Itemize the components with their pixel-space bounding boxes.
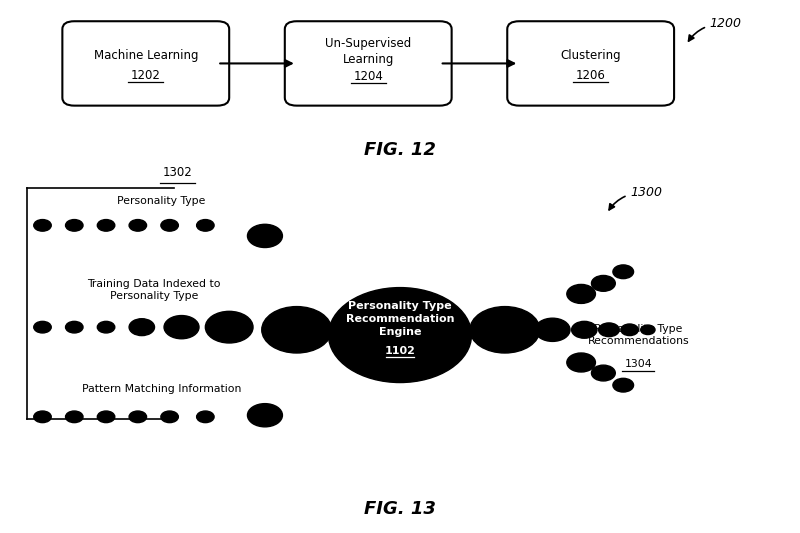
Circle shape	[66, 321, 83, 333]
Text: Training Data Indexed to
Personality Type: Training Data Indexed to Personality Typ…	[87, 279, 221, 302]
Text: 1200: 1200	[689, 18, 742, 41]
Circle shape	[129, 411, 146, 423]
Circle shape	[98, 220, 114, 231]
Circle shape	[613, 265, 634, 279]
Circle shape	[66, 411, 83, 423]
Text: Personality Type
Recommendations: Personality Type Recommendations	[587, 324, 689, 346]
Text: FIG. 13: FIG. 13	[364, 500, 436, 518]
Circle shape	[567, 353, 595, 372]
Circle shape	[613, 378, 634, 392]
Text: Clustering: Clustering	[560, 49, 621, 62]
FancyBboxPatch shape	[62, 21, 229, 106]
Circle shape	[164, 316, 199, 339]
Circle shape	[567, 285, 595, 303]
Text: FIG. 12: FIG. 12	[364, 141, 436, 159]
Text: 1204: 1204	[354, 70, 383, 83]
Circle shape	[641, 325, 655, 335]
Circle shape	[161, 411, 178, 423]
Circle shape	[598, 323, 619, 337]
Circle shape	[34, 321, 51, 333]
Text: 1206: 1206	[576, 69, 606, 82]
Circle shape	[98, 321, 114, 333]
Circle shape	[34, 220, 51, 231]
Circle shape	[197, 220, 214, 231]
Text: Personality Type
Recommendation
Engine: Personality Type Recommendation Engine	[346, 302, 454, 337]
Circle shape	[535, 318, 570, 342]
Circle shape	[129, 319, 154, 336]
Circle shape	[571, 321, 597, 338]
Circle shape	[329, 288, 471, 383]
Circle shape	[621, 324, 638, 336]
Circle shape	[591, 365, 615, 381]
Circle shape	[247, 224, 282, 247]
Text: Machine Learning: Machine Learning	[94, 49, 198, 62]
Text: 1300: 1300	[609, 186, 662, 210]
Text: 1302: 1302	[162, 166, 193, 180]
Text: Un-Supervised
Learning: Un-Supervised Learning	[325, 37, 411, 66]
FancyBboxPatch shape	[507, 21, 674, 106]
Circle shape	[197, 411, 214, 423]
Text: Personality Type: Personality Type	[118, 196, 206, 206]
Text: 1102: 1102	[385, 346, 415, 356]
Circle shape	[66, 220, 83, 231]
Circle shape	[129, 220, 146, 231]
Circle shape	[161, 220, 178, 231]
Circle shape	[591, 276, 615, 292]
Circle shape	[247, 403, 282, 427]
Text: 1202: 1202	[131, 69, 161, 82]
Text: 1304: 1304	[625, 359, 652, 369]
Circle shape	[98, 411, 114, 423]
Text: Pattern Matching Information: Pattern Matching Information	[82, 384, 242, 394]
Circle shape	[206, 311, 253, 343]
FancyBboxPatch shape	[285, 21, 452, 106]
Circle shape	[34, 411, 51, 423]
Circle shape	[470, 306, 540, 353]
Circle shape	[262, 306, 332, 353]
